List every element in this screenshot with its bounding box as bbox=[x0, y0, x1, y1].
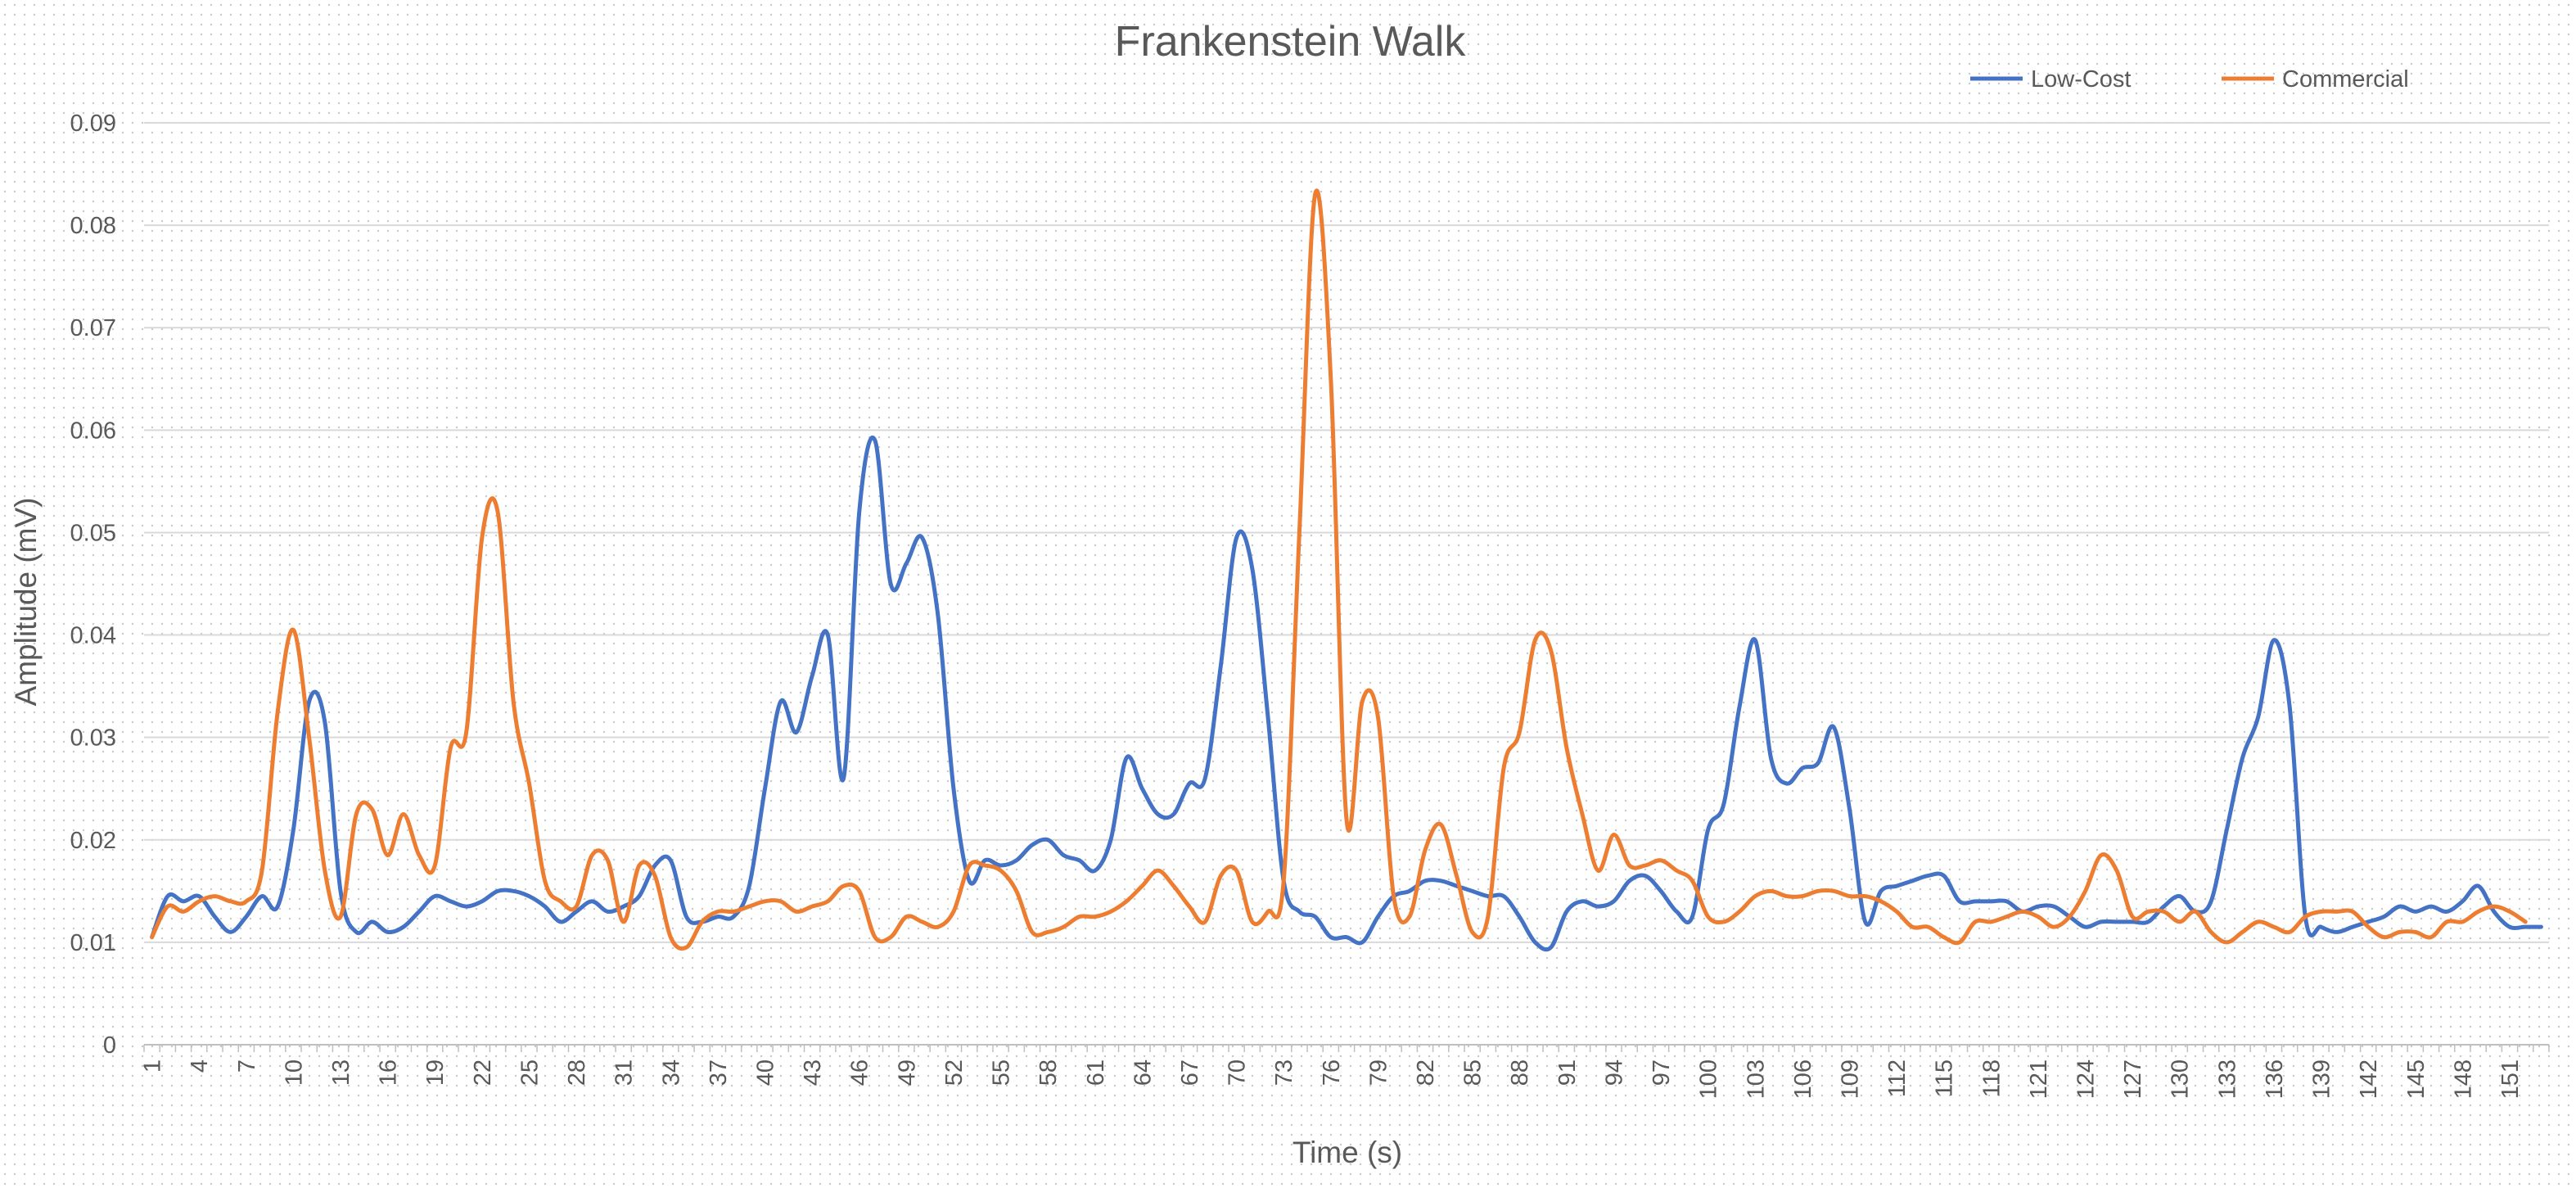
x-axis-title: Time (s) bbox=[1293, 1136, 1402, 1169]
x-tick-label: 46 bbox=[847, 1059, 873, 1086]
x-tick-label: 112 bbox=[1884, 1059, 1911, 1097]
x-tick-label: 37 bbox=[706, 1059, 732, 1086]
chart-title: Frankenstein Walk bbox=[1115, 18, 1467, 65]
x-tick-label: 109 bbox=[1837, 1059, 1863, 1099]
x-tick-label: 133 bbox=[2214, 1059, 2240, 1099]
legend-label: Commercial bbox=[2282, 66, 2409, 93]
legend: Low-Cost Commercial bbox=[1970, 66, 2409, 93]
y-tick-label: 0.06 bbox=[70, 418, 116, 444]
x-tick-label: 142 bbox=[2356, 1059, 2382, 1099]
x-tick-label: 73 bbox=[1271, 1059, 1297, 1086]
y-tick-label: 0.03 bbox=[70, 725, 116, 752]
legend-label: Low-Cost bbox=[2031, 66, 2132, 93]
x-tick-label: 94 bbox=[1601, 1059, 1627, 1086]
x-tick-label: 13 bbox=[328, 1059, 354, 1086]
y-tick-label: 0.07 bbox=[70, 315, 116, 341]
axes: 0 0.01 0.02 0.03 0.04 0.05 0.06 0.07 0.08 0.09 1 4 7… bbox=[70, 111, 2550, 1099]
x-tick-label: 16 bbox=[376, 1059, 402, 1086]
y-tick-label: 0.01 bbox=[70, 930, 116, 956]
x-tick-label: 64 bbox=[1130, 1059, 1156, 1086]
x-tick-label: 151 bbox=[2497, 1059, 2524, 1099]
x-tick-label: 118 bbox=[1978, 1059, 2005, 1097]
x-tick-label: 25 bbox=[517, 1059, 543, 1086]
y-axis-title: Amplitude (mV) bbox=[9, 498, 43, 707]
x-tick-label: 31 bbox=[611, 1059, 638, 1086]
series-line-low-cost bbox=[150, 436, 2543, 952]
x-tick-label: 4 bbox=[187, 1059, 213, 1073]
x-tick-label: 79 bbox=[1365, 1059, 1392, 1086]
x-tick-label: 76 bbox=[1319, 1059, 1345, 1086]
x-tick-label: 61 bbox=[1083, 1059, 1109, 1086]
x-tick-label: 34 bbox=[658, 1059, 684, 1086]
x-tick-label: 91 bbox=[1554, 1059, 1581, 1086]
y-tick-label: 0 bbox=[103, 1032, 116, 1059]
y-tick-label: 0.04 bbox=[70, 623, 116, 649]
x-tick-label: 115 bbox=[1932, 1059, 1958, 1097]
x-tick-label: 58 bbox=[1035, 1059, 1062, 1086]
x-tick-label: 106 bbox=[1790, 1059, 1816, 1099]
x-tick-label: 7 bbox=[234, 1059, 260, 1073]
x-tick-label: 40 bbox=[753, 1059, 779, 1086]
series-line-commercial bbox=[150, 188, 2528, 951]
x-tick-label: 67 bbox=[1177, 1059, 1203, 1086]
x-tick-label: 10 bbox=[281, 1059, 307, 1086]
x-tick-label: 43 bbox=[800, 1059, 826, 1086]
x-tick-label: 130 bbox=[2168, 1059, 2194, 1099]
x-tick-label: 121 bbox=[2026, 1059, 2052, 1099]
y-tick-label: 0.02 bbox=[70, 828, 116, 854]
x-tick-label: 49 bbox=[894, 1059, 920, 1086]
x-tick-label: 139 bbox=[2309, 1059, 2335, 1099]
x-tick-label: 100 bbox=[1696, 1059, 1722, 1099]
x-tick-label: 55 bbox=[989, 1059, 1015, 1086]
x-tick-label: 70 bbox=[1225, 1059, 1251, 1086]
gridlines bbox=[144, 122, 2549, 943]
y-tick-label: 0.09 bbox=[70, 111, 116, 137]
x-tick-label: 124 bbox=[2073, 1059, 2100, 1099]
x-tick-label: 1 bbox=[140, 1059, 166, 1073]
x-tick-label: 19 bbox=[422, 1059, 449, 1086]
x-tick-label: 97 bbox=[1649, 1059, 1675, 1086]
x-tick-label: 136 bbox=[2262, 1059, 2288, 1099]
x-tick-label: 82 bbox=[1413, 1059, 1439, 1086]
x-tick-label: 148 bbox=[2450, 1059, 2476, 1099]
y-tick-label: 0.08 bbox=[70, 213, 116, 239]
series-lines bbox=[150, 188, 2543, 952]
x-tick-label: 145 bbox=[2403, 1059, 2429, 1099]
x-tick-label: 88 bbox=[1507, 1059, 1533, 1086]
x-tick-label: 28 bbox=[564, 1059, 590, 1086]
y-tick-label: 0.05 bbox=[70, 520, 116, 546]
x-tick-label: 85 bbox=[1460, 1059, 1487, 1086]
x-tick-label: 127 bbox=[2120, 1059, 2146, 1099]
x-tick-label: 52 bbox=[941, 1059, 968, 1086]
x-tick-label: 22 bbox=[470, 1059, 496, 1086]
x-tick-label: 103 bbox=[1743, 1059, 1769, 1099]
